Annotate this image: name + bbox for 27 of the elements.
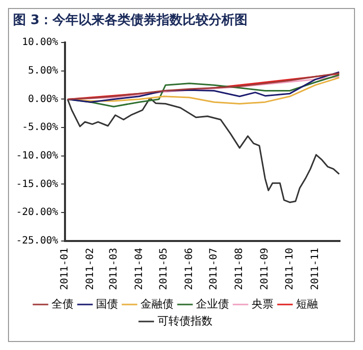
x-tick-label: 2011-03 [108, 248, 120, 290]
legend-label: 短融 [296, 297, 318, 310]
x-tick-label: 2011-09 [260, 248, 271, 290]
y-tick-label: -25.00% [16, 235, 58, 246]
legend-label: 国债 [96, 297, 118, 310]
chart-title: 图 3：今年以来各类债券指数比较分析图 [13, 12, 248, 28]
legend-label: 金融债 [140, 297, 174, 310]
x-tick-label: 2011-04 [134, 248, 145, 290]
x-tick-label: 2011-01 [60, 248, 71, 290]
x-tick-label: 2011-10 [284, 248, 296, 290]
legend-label: 企业债 [196, 297, 229, 310]
x-tick-label: 2011-11 [310, 248, 321, 290]
y-tick-label: -5.00% [22, 122, 58, 134]
y-tick-label: -20.00% [16, 207, 58, 218]
x-tick-label: 2011-05 [158, 248, 170, 290]
y-tick-label: 5.00% [28, 66, 58, 77]
legend-label: 可转债指数 [157, 314, 212, 328]
y-tick-label: 10.00% [22, 37, 58, 48]
x-tick-label: 2011-08 [234, 248, 246, 290]
x-tick-label: 2011-06 [184, 248, 195, 290]
y-tick-label: 0.00% [28, 94, 58, 105]
y-tick-label: -15.00% [16, 178, 58, 190]
x-tick-label: 2011-07 [208, 248, 220, 290]
y-tick-label: -10.00% [16, 150, 58, 162]
x-tick-label: 2011-02 [85, 248, 96, 290]
legend-label: 央票 [252, 297, 274, 310]
legend-label: 全债 [52, 297, 74, 310]
